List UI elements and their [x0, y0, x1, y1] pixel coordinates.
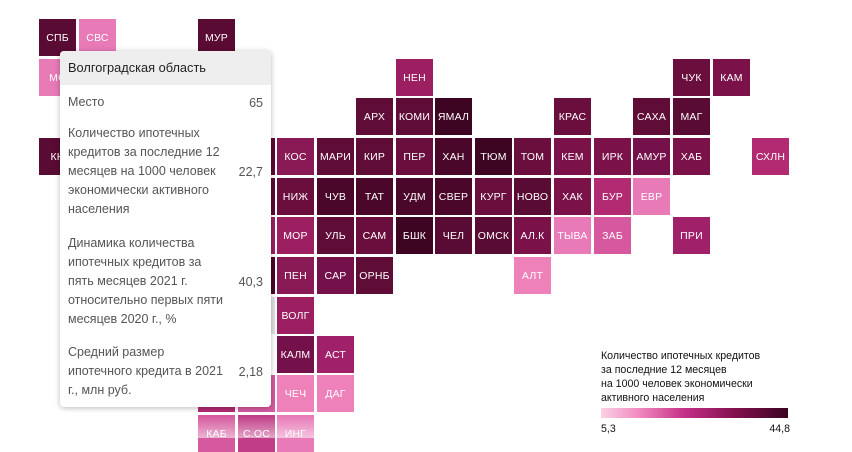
region-tile-irk[interactable]: ИРК [594, 138, 631, 175]
region-tile-tat[interactable]: ТАТ [356, 178, 393, 215]
region-tile-udm[interactable]: УДМ [396, 178, 433, 215]
tooltip-row-average-size: Средний размер ипотечного кредита в 2021… [68, 343, 263, 400]
region-tile-evr[interactable]: ЕВР [633, 178, 670, 215]
tooltip-row-label: Средний размер ипотечного кредита в 2021… [68, 345, 223, 397]
region-tile-saha[interactable]: САХА [633, 98, 670, 135]
tooltip-row-rank: Место 65 [68, 93, 263, 112]
tooltip-row-mortgages-per-1000: Количество ипотечных кредитов за последн… [68, 124, 263, 219]
legend-title-line: активного населения [601, 392, 705, 404]
region-tile-hak[interactable]: ХАК [554, 178, 591, 215]
legend-title-line: Количество ипотечных кредитов [601, 350, 761, 362]
legend-min: 5,3 [601, 423, 616, 435]
region-tile-arh[interactable]: АРХ [356, 98, 393, 135]
region-tile-ing[interactable]: ИНГ [277, 415, 314, 452]
tooltip-region-title: Волгоградская область [60, 51, 271, 85]
tooltip-row-value: 40,3 [238, 274, 263, 289]
region-tile-chech[interactable]: ЧЕЧ [277, 375, 314, 412]
region-tile-kalm[interactable]: КАЛМ [277, 336, 314, 373]
tooltip-row-dynamics: Динамика количества ипотечных кредитов з… [68, 234, 263, 329]
region-tile-ul[interactable]: УЛЬ [317, 217, 354, 254]
region-tile-sar[interactable]: САР [317, 257, 354, 294]
legend-title-line: на 1000 человек экономически [601, 378, 753, 390]
region-tile-kab[interactable]: КАБ [198, 415, 235, 452]
color-legend: Количество ипотечных кредитов за последн… [601, 349, 791, 435]
region-tile-pen[interactable]: ПЕН [277, 257, 314, 294]
region-tile-shln[interactable]: СХЛН [752, 138, 789, 175]
region-tile-kos[interactable]: КОС [277, 138, 314, 175]
region-tile-bur[interactable]: БУР [594, 178, 631, 215]
region-tile-per[interactable]: ПЕР [396, 138, 433, 175]
region-tile-spb[interactable]: СПБ [39, 19, 76, 56]
region-tile-alk[interactable]: АЛ.К [514, 217, 551, 254]
tooltip-row-label: Место [68, 95, 105, 109]
region-tile-mari[interactable]: МАРИ [317, 138, 354, 175]
tooltip-row-label: Количество ипотечных кредитов за последн… [68, 126, 220, 216]
region-tile-mor[interactable]: МОР [277, 217, 314, 254]
region-tile-amur[interactable]: АМУР [633, 138, 670, 175]
tooltip-row-value: 22,7 [238, 164, 263, 179]
region-tile-nizh[interactable]: НИЖ [277, 178, 314, 215]
region-tile-kras[interactable]: КРАС [554, 98, 591, 135]
tooltip-row-value: 2,18 [238, 364, 263, 379]
legend-max: 44,8 [769, 423, 790, 435]
region-tile-komi[interactable]: КОМИ [396, 98, 433, 135]
region-tile-kir[interactable]: КИР [356, 138, 393, 175]
region-tile-nen[interactable]: НЕН [396, 59, 433, 96]
region-tile-hab[interactable]: ХАБ [673, 138, 710, 175]
legend-range: 5,3 44,8 [601, 423, 790, 435]
region-tile-volg[interactable]: ВОЛГ [277, 297, 314, 334]
region-tile-yamal[interactable]: ЯМАЛ [435, 98, 472, 135]
region-tile-ast[interactable]: АСТ [317, 336, 354, 373]
region-tile-alt[interactable]: АЛТ [514, 257, 551, 294]
region-tile-kam[interactable]: КАМ [713, 59, 750, 96]
region-tile-tyum[interactable]: ТЮМ [475, 138, 512, 175]
region-tile-pri[interactable]: ПРИ [673, 217, 710, 254]
region-tile-bshk[interactable]: БШК [396, 217, 433, 254]
region-tile-mag[interactable]: МАГ [673, 98, 710, 135]
region-tile-tyva[interactable]: ТЫВА [554, 217, 591, 254]
tooltip-row-value: 65 [249, 95, 263, 110]
region-tile-kurg[interactable]: КУРГ [475, 178, 512, 215]
region-tile-svs[interactable]: СВС [79, 19, 116, 56]
region-tile-dag[interactable]: ДАГ [317, 375, 354, 412]
region-tile-zab[interactable]: ЗАБ [594, 217, 631, 254]
region-tile-sver[interactable]: СВЕР [435, 178, 472, 215]
region-tile-sos[interactable]: С.ОС [238, 415, 275, 452]
region-tile-ornb[interactable]: ОРНБ [356, 257, 393, 294]
region-tile-sam[interactable]: САМ [356, 217, 393, 254]
tooltip-row-label: Динамика количества ипотечных кредитов з… [68, 236, 224, 326]
region-tile-mur[interactable]: МУР [198, 19, 235, 56]
region-tile-han[interactable]: ХАН [435, 138, 472, 175]
legend-gradient-bar [601, 408, 788, 418]
region-tile-chel[interactable]: ЧЕЛ [435, 217, 472, 254]
region-tile-tom[interactable]: ТОМ [514, 138, 551, 175]
region-tile-chuk[interactable]: ЧУК [673, 59, 710, 96]
region-tile-omsk[interactable]: ОМСК [475, 217, 512, 254]
region-tile-kem[interactable]: КЕМ [554, 138, 591, 175]
legend-title-line: за последние 12 месяцев [601, 364, 727, 376]
region-tile-novo[interactable]: НОВО [514, 178, 551, 215]
region-tooltip: Волгоградская область Место 65 Количеств… [60, 51, 271, 407]
region-tile-chuv[interactable]: ЧУВ [317, 178, 354, 215]
